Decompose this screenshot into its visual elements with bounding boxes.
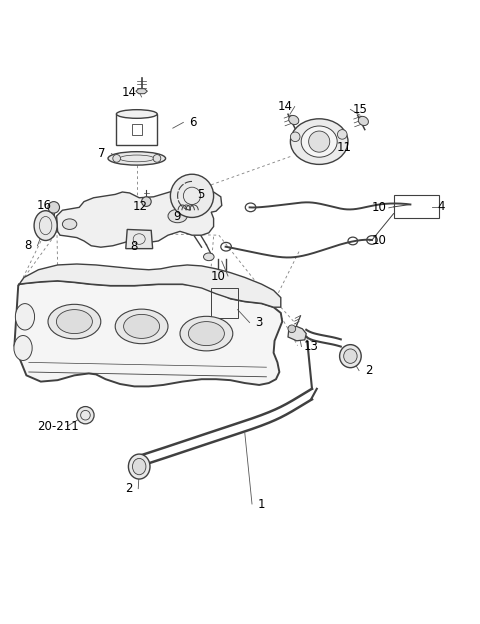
Text: 15: 15	[353, 103, 367, 116]
Text: 1: 1	[258, 497, 265, 510]
Text: 16: 16	[36, 199, 52, 212]
Ellipse shape	[132, 459, 146, 475]
Bar	[211, 288, 238, 318]
Ellipse shape	[116, 110, 157, 119]
Text: 2: 2	[125, 482, 132, 495]
Text: 14: 14	[277, 100, 293, 113]
Ellipse shape	[115, 309, 168, 344]
Ellipse shape	[34, 211, 57, 240]
Ellipse shape	[168, 209, 187, 223]
Circle shape	[288, 325, 296, 333]
Text: 4: 4	[438, 200, 445, 213]
Text: 20-211: 20-211	[37, 420, 78, 432]
Ellipse shape	[344, 349, 357, 363]
Text: 6: 6	[189, 116, 197, 129]
Circle shape	[142, 197, 151, 207]
Text: 11: 11	[337, 142, 352, 154]
Ellipse shape	[57, 310, 92, 334]
Ellipse shape	[48, 305, 101, 339]
Text: 10: 10	[211, 270, 226, 283]
Ellipse shape	[108, 152, 166, 165]
Ellipse shape	[128, 454, 150, 479]
Circle shape	[48, 202, 60, 213]
Ellipse shape	[290, 119, 348, 164]
Ellipse shape	[288, 115, 299, 125]
Ellipse shape	[204, 253, 214, 261]
Text: 10: 10	[372, 235, 386, 248]
Ellipse shape	[358, 117, 369, 125]
Polygon shape	[14, 281, 282, 386]
Polygon shape	[136, 89, 147, 94]
Polygon shape	[18, 264, 281, 307]
Text: 12: 12	[132, 200, 148, 213]
Bar	[116, 114, 157, 145]
Ellipse shape	[15, 304, 35, 330]
Circle shape	[170, 174, 214, 217]
Circle shape	[113, 155, 120, 162]
Ellipse shape	[124, 314, 159, 338]
Text: 13: 13	[304, 340, 318, 353]
Ellipse shape	[301, 126, 337, 157]
Text: 5: 5	[197, 188, 204, 201]
Ellipse shape	[180, 316, 233, 351]
Text: 2: 2	[365, 364, 372, 377]
Polygon shape	[57, 191, 222, 247]
Text: 14: 14	[122, 85, 137, 99]
Circle shape	[153, 155, 161, 162]
Text: 10: 10	[372, 202, 386, 214]
Ellipse shape	[339, 344, 361, 368]
Circle shape	[77, 407, 94, 424]
Text: 8: 8	[130, 240, 137, 253]
Bar	[394, 195, 439, 218]
Ellipse shape	[14, 336, 32, 361]
Circle shape	[309, 131, 330, 152]
Ellipse shape	[62, 219, 77, 230]
Circle shape	[290, 132, 300, 142]
Circle shape	[337, 130, 347, 139]
Text: 7: 7	[98, 147, 106, 160]
Polygon shape	[288, 326, 306, 341]
Ellipse shape	[188, 321, 225, 346]
Text: 3: 3	[255, 316, 263, 329]
Bar	[132, 124, 142, 135]
Text: 9: 9	[173, 210, 180, 223]
Text: 8: 8	[24, 239, 32, 252]
Polygon shape	[126, 230, 153, 248]
